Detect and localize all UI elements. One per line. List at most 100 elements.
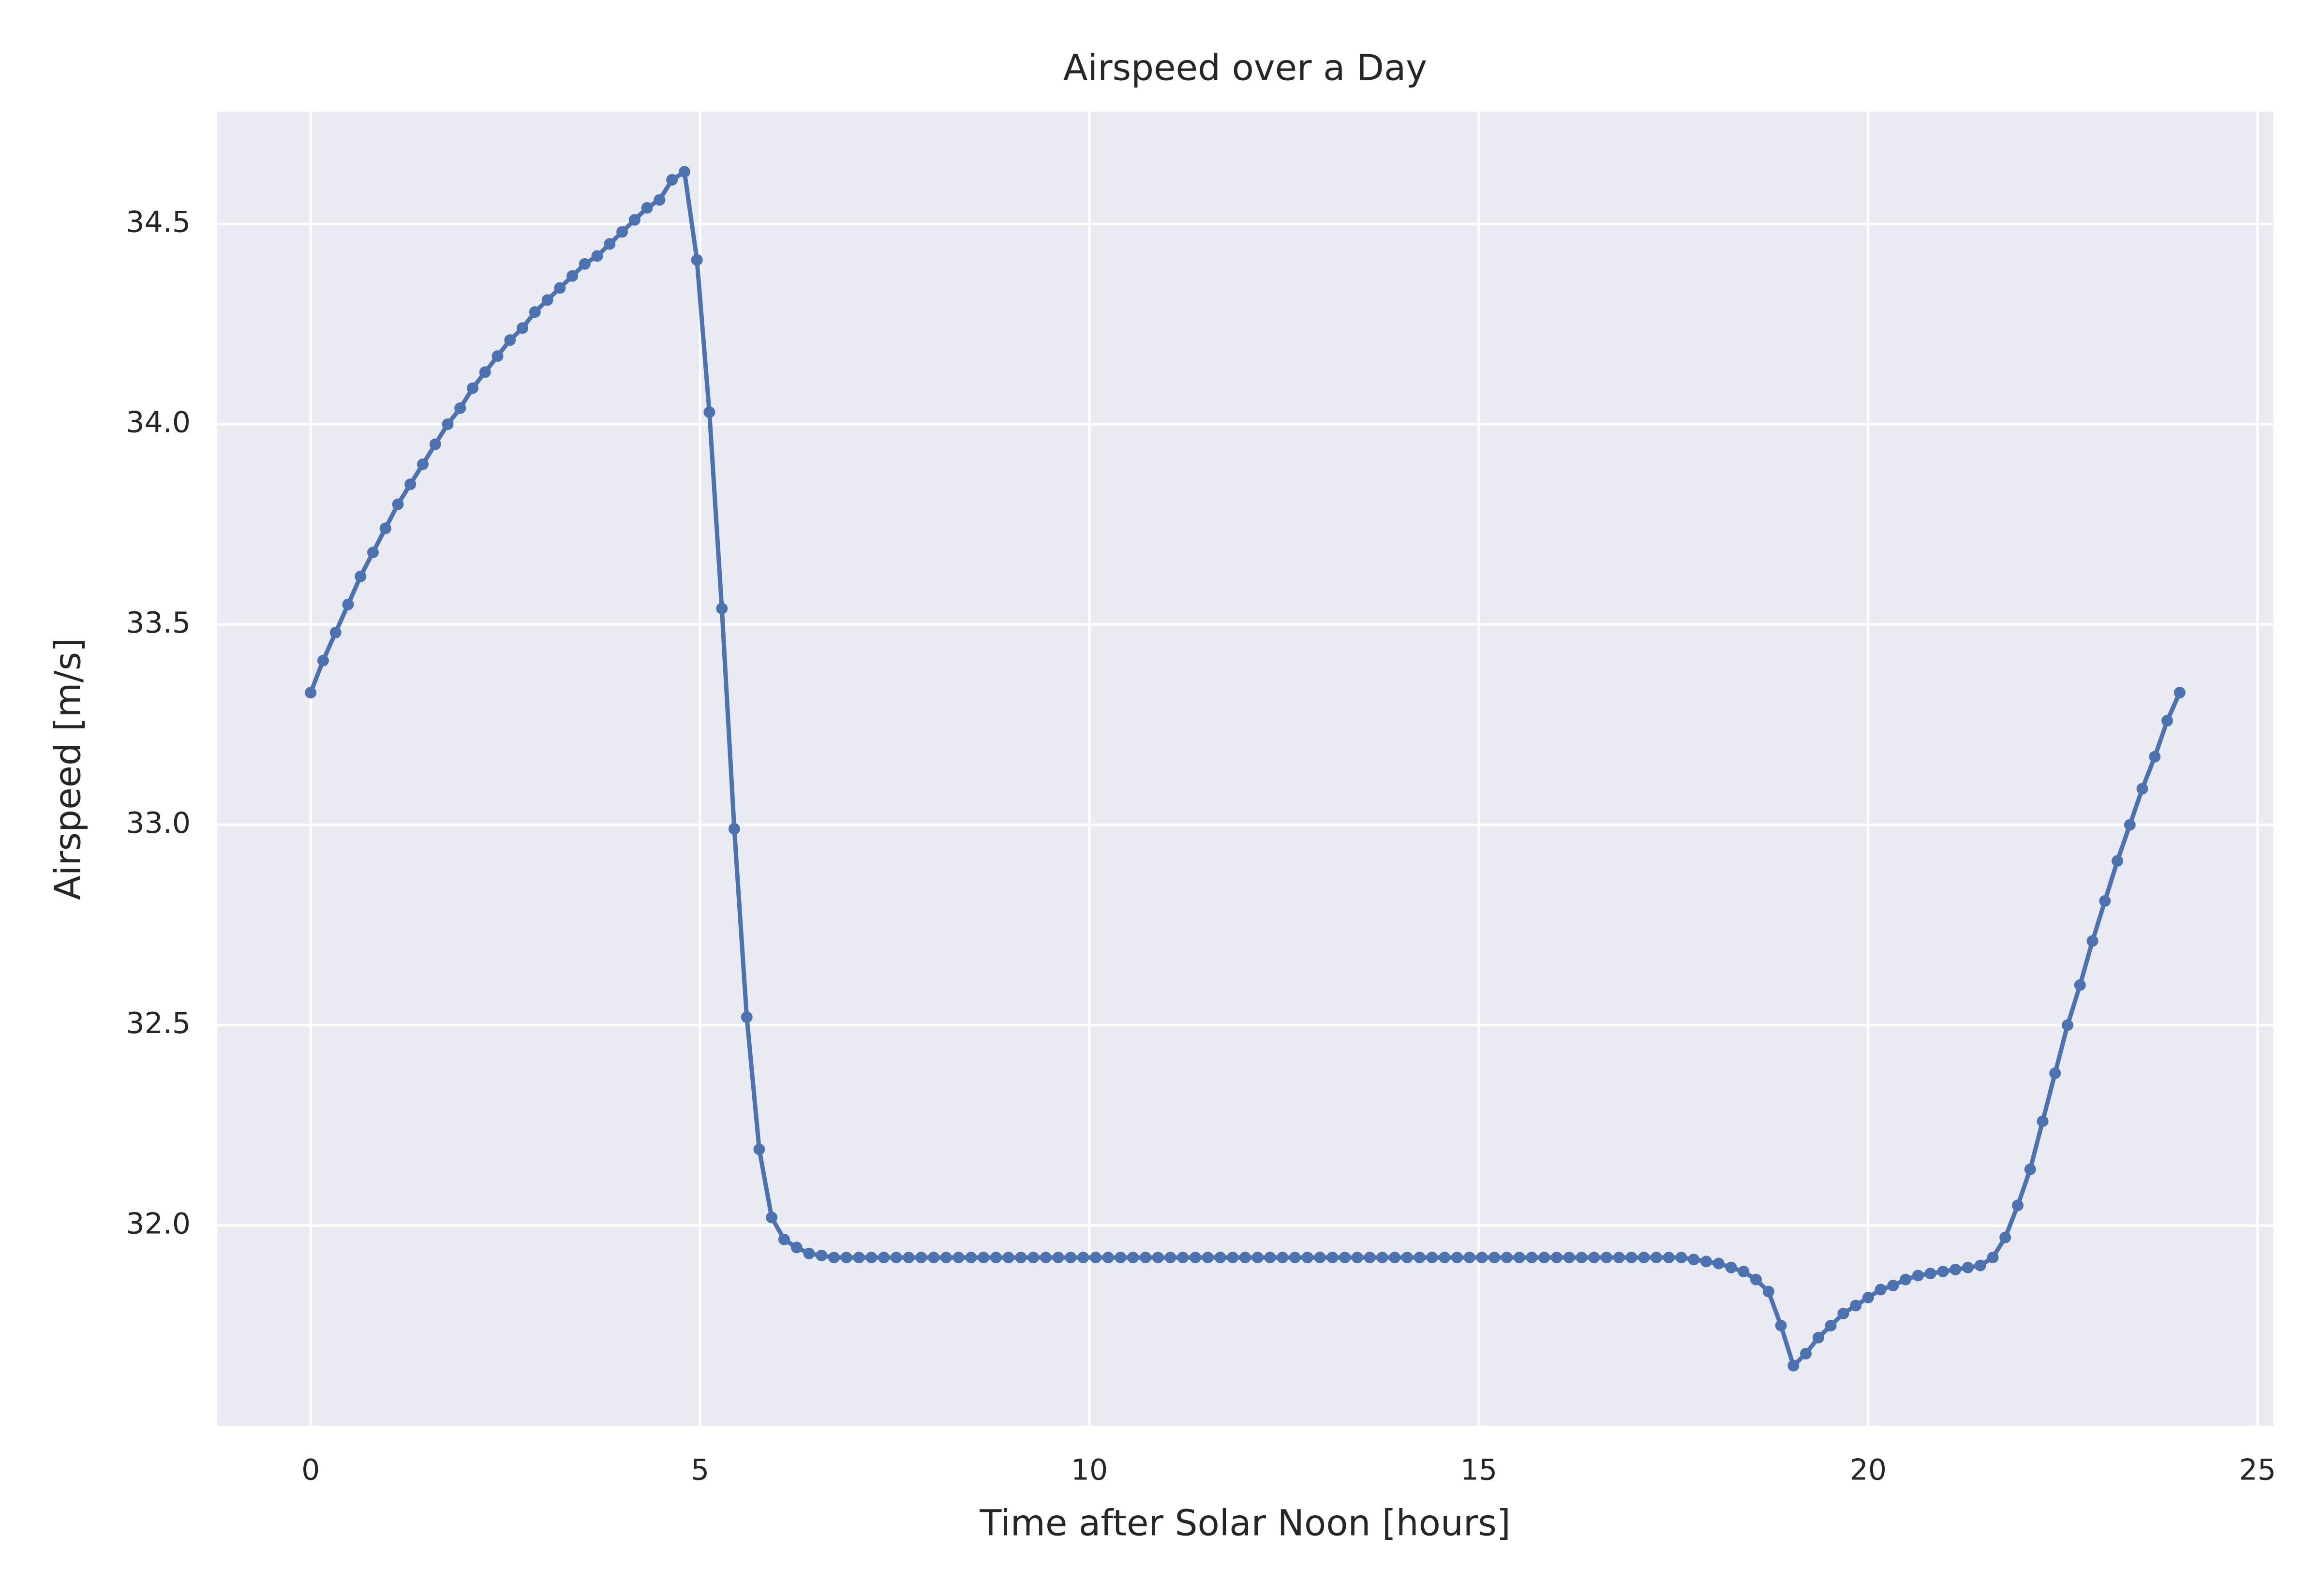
marker [392,498,404,510]
marker [429,438,441,450]
marker [616,226,628,238]
marker [1638,1252,1650,1264]
marker [1900,1273,1912,1286]
marker [666,174,678,186]
marker [1027,1252,1040,1264]
marker [479,366,491,378]
marker [1987,1252,1999,1264]
marker [641,202,653,214]
marker [1214,1252,1226,1264]
marker [940,1252,952,1264]
marker [1314,1252,1326,1264]
marker [305,687,317,699]
marker [2136,783,2148,795]
marker [741,1011,753,1023]
marker [1414,1252,1426,1264]
marker [529,306,541,318]
marker [1924,1268,1936,1280]
marker [604,238,616,250]
marker [716,603,728,615]
y-axis-label: Airspeed [m/s] [47,638,89,900]
marker [517,322,529,334]
marker [628,214,640,226]
marker [379,522,391,534]
marker [1040,1252,1052,1264]
marker [1476,1252,1488,1264]
marker [1550,1252,1563,1264]
marker [2173,687,2186,699]
marker [1750,1273,1762,1286]
marker [1675,1252,1687,1264]
marker [454,402,466,414]
marker [2099,895,2111,907]
marker [1189,1252,1201,1264]
chart-title: Airspeed over a Day [1063,47,1427,89]
marker [1401,1252,1413,1264]
plot-area [217,112,2273,1426]
marker [1127,1252,1139,1264]
x-tick-label: 25 [2239,1453,2276,1487]
marker [678,166,690,178]
marker [728,823,740,835]
marker [1289,1252,1301,1264]
marker [1800,1347,1812,1360]
marker [2074,979,2086,991]
marker [1700,1256,1712,1268]
marker [953,1252,965,1264]
marker [541,294,553,306]
marker [1526,1252,1538,1264]
marker [355,570,367,582]
marker [1725,1261,1737,1273]
marker [1937,1266,1949,1278]
marker [467,382,479,394]
y-tick-label: 33.0 [126,806,191,840]
marker [1999,1231,2011,1243]
marker [1002,1252,1014,1264]
marker [1339,1252,1351,1264]
x-tick-label: 0 [301,1453,320,1487]
marker [878,1252,890,1264]
marker [329,626,342,638]
marker [1663,1252,1675,1264]
marker [1277,1252,1289,1264]
marker [1251,1252,1264,1264]
marker [1625,1252,1637,1264]
marker [2112,855,2124,867]
marker [1712,1257,1725,1270]
marker [1351,1252,1363,1264]
y-tick-label: 32.0 [126,1207,191,1241]
marker [1439,1252,1451,1264]
marker [1576,1252,1588,1264]
marker [1563,1252,1575,1264]
marker [816,1249,828,1261]
marker [1164,1252,1176,1264]
marker [1950,1263,1962,1275]
marker [1052,1252,1064,1264]
marker [753,1143,765,1155]
marker [1974,1259,1986,1271]
marker [1850,1300,1862,1312]
marker [1152,1252,1164,1264]
marker [1227,1252,1239,1264]
marker [579,258,591,270]
marker [1501,1252,1513,1264]
marker [1588,1252,1600,1264]
marker [766,1212,778,1224]
marker [1962,1261,1974,1273]
marker [890,1252,902,1264]
marker [703,406,715,418]
marker [1600,1252,1612,1264]
marker [1015,1252,1027,1264]
marker [691,254,703,266]
marker [803,1247,815,1259]
marker [2086,935,2099,947]
marker [2124,819,2136,831]
x-tick-label: 5 [691,1453,709,1487]
marker [1912,1270,1924,1282]
marker [342,598,354,610]
marker [1738,1266,1750,1278]
marker [1837,1308,1849,1320]
marker [2062,1019,2073,1031]
